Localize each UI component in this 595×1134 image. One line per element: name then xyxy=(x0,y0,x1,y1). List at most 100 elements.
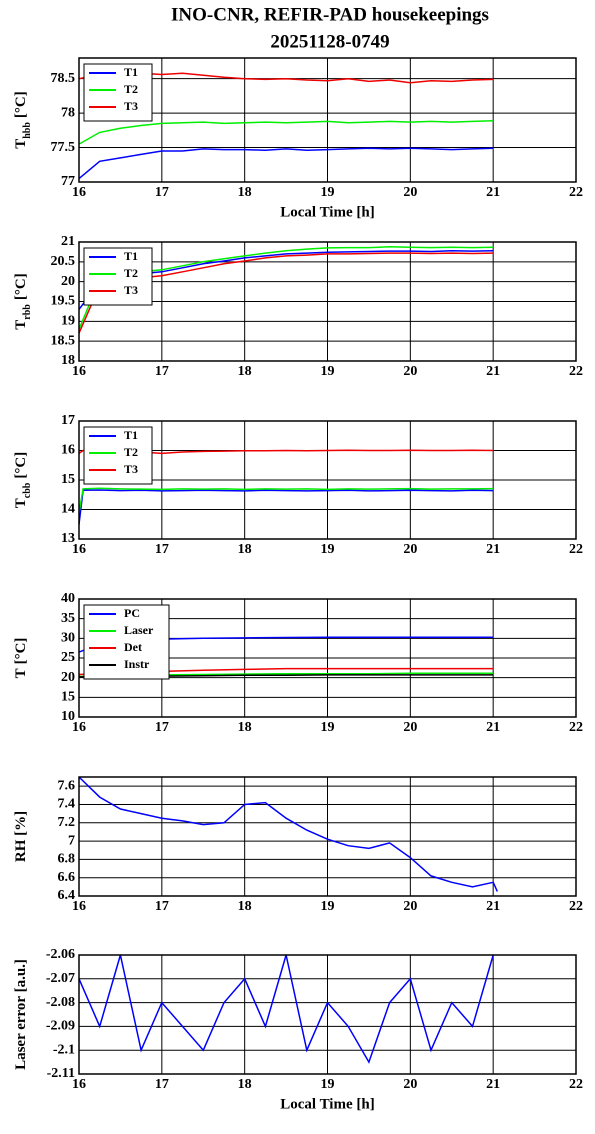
x-tick-label: 22 xyxy=(569,364,583,379)
x-tick-label: 20 xyxy=(403,542,417,557)
legend-box xyxy=(83,604,170,680)
x-tick-label: 18 xyxy=(238,364,252,379)
y-axis-label: Laser error [a.u.] xyxy=(13,959,29,1070)
legend-label: T1 xyxy=(124,428,138,442)
y-tick-label: 6.8 xyxy=(58,852,76,867)
figure-title: INO-CNR, REFIR-PAD housekeepings xyxy=(171,4,489,25)
legend-label: T3 xyxy=(124,283,138,297)
legend-label: T1 xyxy=(124,249,138,263)
legend-label: Laser xyxy=(124,623,154,637)
y-tick-label: 6.4 xyxy=(58,888,76,903)
x-tick-label: 16 xyxy=(72,720,86,735)
plot-frame xyxy=(78,598,577,718)
y-tick-label: 40 xyxy=(61,591,75,606)
x-tick-label: 19 xyxy=(321,542,335,557)
legend-label: T2 xyxy=(124,266,138,280)
legend-label: PC xyxy=(124,606,140,620)
x-tick-label: 20 xyxy=(403,720,417,735)
x-tick-label: 16 xyxy=(72,899,86,914)
legend-label: T3 xyxy=(124,462,138,476)
x-tick-label: 17 xyxy=(155,542,169,557)
y-tick-label: -2.06 xyxy=(46,947,75,962)
y-label-unit: [°C] xyxy=(13,452,29,479)
y-tick-label: 15 xyxy=(61,690,75,705)
x-tick-label: 22 xyxy=(569,899,583,914)
y-tick-label: 78 xyxy=(61,105,75,120)
x-tick-label: 21 xyxy=(486,185,500,200)
x-tick-label: 22 xyxy=(569,185,583,200)
y-label-main: T xyxy=(13,139,29,149)
y-tick-label: 17 xyxy=(61,413,75,428)
y-tick-label: 7.4 xyxy=(58,797,76,812)
x-tick-label: 18 xyxy=(238,720,252,735)
data-line xyxy=(78,776,498,892)
y-tick-label: 78.5 xyxy=(51,71,76,86)
y-tick-label: 14 xyxy=(61,502,75,517)
x-tick-label: 20 xyxy=(403,1077,417,1092)
x-axis-label: Local Time [h] xyxy=(280,1096,374,1112)
legend-label: T1 xyxy=(124,65,138,79)
x-tick-label: 19 xyxy=(321,185,335,200)
y-tick-label: -2.11 xyxy=(47,1066,75,1081)
plot-frame xyxy=(78,57,577,183)
y-label-main: Laser error [a.u.] xyxy=(13,959,29,1070)
y-tick-label: 35 xyxy=(61,611,75,626)
x-tick-label: 17 xyxy=(155,185,169,200)
x-tick-label: 19 xyxy=(321,364,335,379)
x-tick-label: 20 xyxy=(403,364,417,379)
plot-frame xyxy=(78,241,577,362)
y-label-unit: [°C] xyxy=(13,273,29,300)
y-tick-label: 7 xyxy=(68,833,75,848)
x-tick-label: 20 xyxy=(403,185,417,200)
legend-label: Det xyxy=(124,640,142,654)
y-tick-label: -2.09 xyxy=(46,1019,75,1034)
legend-label: Instr xyxy=(124,657,150,671)
x-tick-label: 18 xyxy=(238,185,252,200)
y-tick-label: 19 xyxy=(61,314,75,329)
y-tick-label: 77.5 xyxy=(51,140,76,155)
y-tick-label: 18 xyxy=(61,353,75,368)
y-axis-label: Trbb [°C] xyxy=(13,273,32,329)
x-tick-label: 17 xyxy=(155,1077,169,1092)
legend-label: T3 xyxy=(124,99,138,113)
plot-frame xyxy=(78,420,577,540)
y-tick-label: -2.07 xyxy=(46,971,75,986)
y-label-sub: rbb xyxy=(22,304,33,320)
y-label-unit: [°C] xyxy=(13,91,29,118)
legend-label: T2 xyxy=(124,445,138,459)
x-tick-label: 17 xyxy=(155,364,169,379)
x-tick-label: 22 xyxy=(569,1077,583,1092)
y-axis-label: Thbb [°C] xyxy=(13,91,32,149)
y-tick-label: 20 xyxy=(61,670,75,685)
x-tick-label: 21 xyxy=(486,1077,500,1092)
x-tick-label: 16 xyxy=(72,542,86,557)
x-tick-label: 19 xyxy=(321,720,335,735)
y-tick-label: -2.1 xyxy=(53,1042,75,1057)
y-tick-label: 25 xyxy=(61,650,75,665)
x-tick-label: 19 xyxy=(321,899,335,914)
plot-frame xyxy=(78,954,577,1075)
y-axis-label: RH [%] xyxy=(13,811,29,862)
x-tick-label: 16 xyxy=(72,364,86,379)
y-tick-label: 16 xyxy=(61,443,75,458)
x-axis-label: Local Time [h] xyxy=(280,204,374,220)
plot-frame xyxy=(78,776,577,897)
data-line xyxy=(78,119,494,145)
x-tick-label: 18 xyxy=(238,542,252,557)
x-tick-label: 18 xyxy=(238,1077,252,1092)
x-tick-label: 17 xyxy=(155,720,169,735)
y-tick-label: 21 xyxy=(61,234,75,249)
y-tick-label: 13 xyxy=(61,531,75,546)
x-tick-label: 17 xyxy=(155,899,169,914)
figure-subtitle: 20251128-0749 xyxy=(270,31,389,52)
y-axis-label: Tcbb [°C] xyxy=(13,452,32,508)
legend-label: T2 xyxy=(124,82,138,96)
x-tick-label: 20 xyxy=(403,899,417,914)
y-tick-label: 7.2 xyxy=(58,815,76,830)
x-tick-label: 19 xyxy=(321,1077,335,1092)
y-label-main: RH [%] xyxy=(13,811,29,862)
data-line xyxy=(78,487,494,513)
y-tick-label: 7.6 xyxy=(58,778,76,793)
x-tick-label: 21 xyxy=(486,720,500,735)
